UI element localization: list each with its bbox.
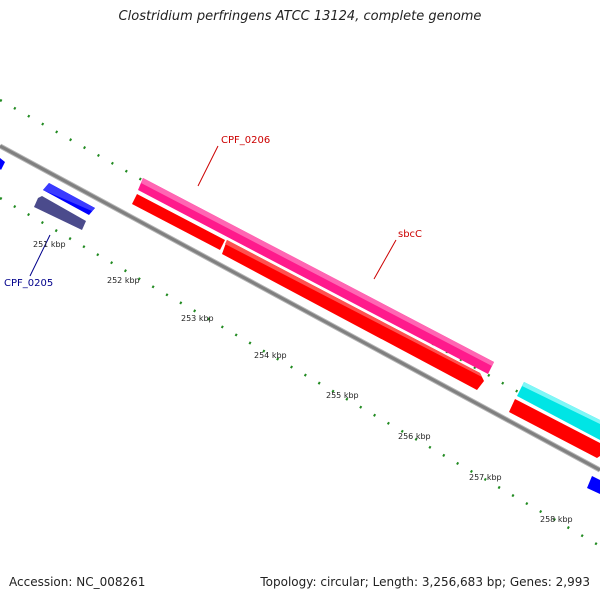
tick-label: 254 kbp — [254, 351, 287, 360]
tick-label: 258 kbp — [540, 515, 573, 524]
feature-red-cds-3[interactable] — [509, 399, 600, 458]
feature-red-cds-1[interactable] — [132, 194, 225, 250]
inner-scale-dots — [0, 196, 600, 548]
gene-labels: CPF_0205 CPF_0206 sbcC — [4, 135, 422, 289]
feature-blue-cds-top — [43, 183, 95, 211]
inner-scale-ring — [0, 196, 600, 548]
leader-cpf0205 — [29, 234, 51, 277]
leader-cpf0206 — [197, 145, 219, 187]
tick-label: 256 kbp — [398, 432, 431, 441]
gene-label-sbcc[interactable]: sbcC — [398, 229, 422, 240]
genome-summary-text: Topology: circular; Length: 3,256,683 bp… — [260, 575, 590, 589]
feature-blue-left-edge[interactable] — [0, 158, 5, 170]
label-leaders — [29, 145, 397, 280]
feature-red-cds-2[interactable] — [222, 240, 484, 390]
tick-label: 257 kbp — [469, 473, 502, 482]
feature-blue-cds-right[interactable] — [587, 476, 600, 494]
gene-label-cpf0206[interactable]: CPF_0206 — [221, 135, 270, 146]
feature-cyan-cds-highlight — [522, 382, 600, 424]
feature-magenta-cds-highlight — [141, 178, 494, 366]
backbone-line — [0, 144, 600, 472]
tick-label: 253 kbp — [181, 314, 214, 323]
gene-label-cpf0205[interactable]: CPF_0205 — [4, 278, 53, 289]
feature-red-cds-2-highlight — [225, 240, 482, 377]
feature-slate-cds[interactable] — [34, 196, 86, 230]
backbone — [0, 143, 600, 473]
map-title: Clostridium perfringens ATCC 13124, comp… — [118, 9, 482, 24]
feature-cyan-cds[interactable] — [517, 382, 600, 440]
tick-label: 252 kbp — [107, 276, 140, 285]
accession-text: Accession: NC_008261 — [9, 575, 146, 589]
tick-labels: 251 kbp 252 kbp 253 kbp 254 kbp 255 kbp … — [33, 240, 573, 524]
leader-sbcc — [373, 239, 397, 280]
feature-track — [0, 158, 600, 494]
tick-label: 255 kbp — [326, 391, 359, 400]
tick-label: 251 kbp — [33, 240, 66, 249]
